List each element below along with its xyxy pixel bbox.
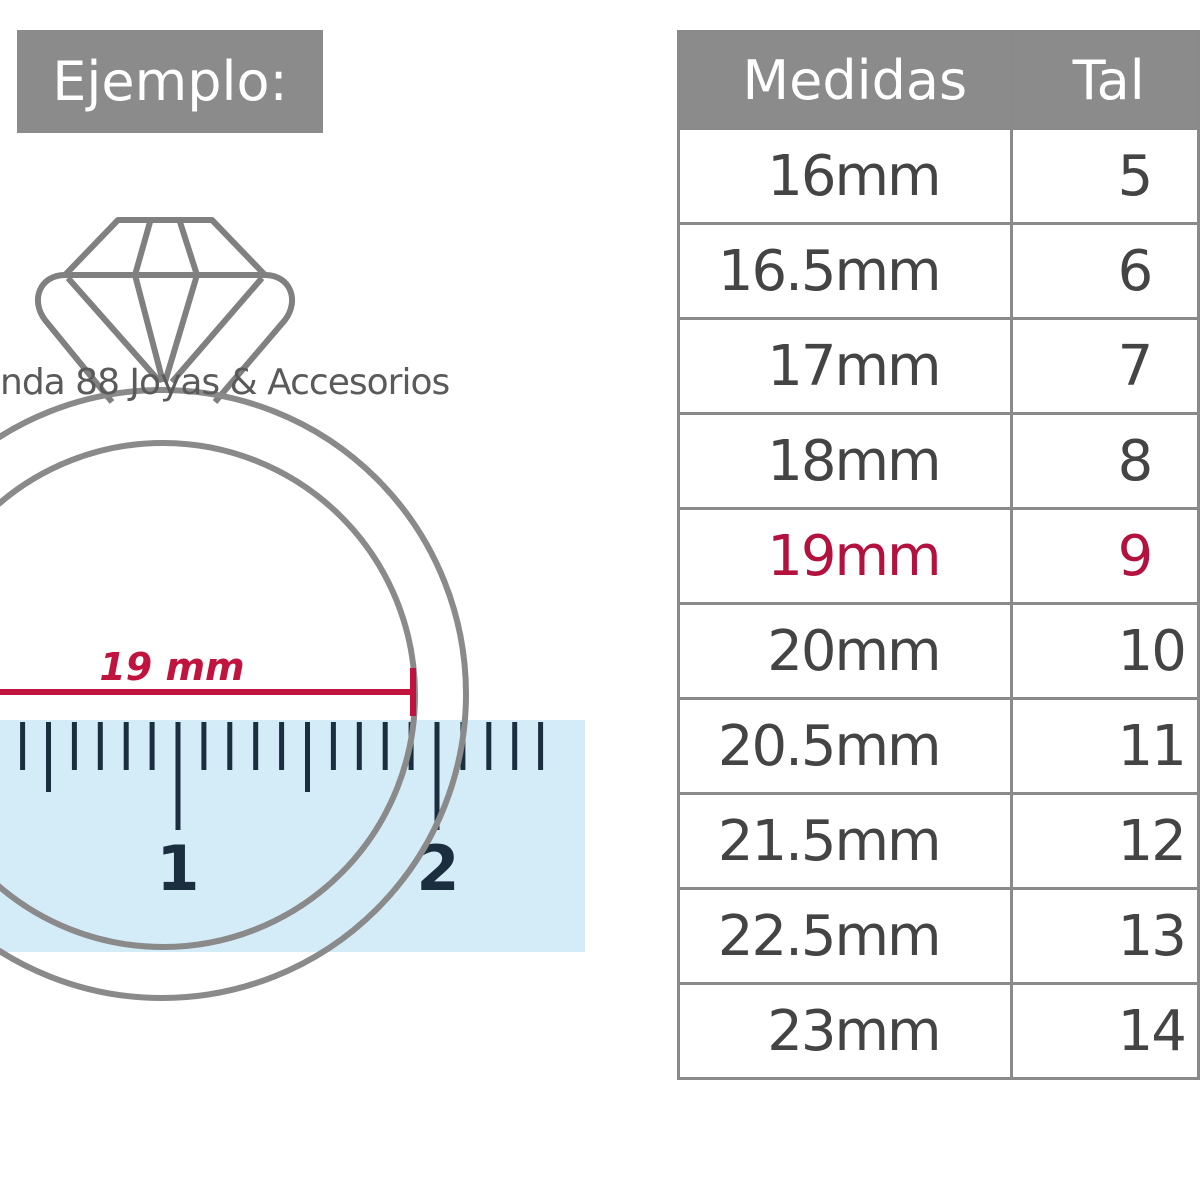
medida-cell: 16.5mm xyxy=(677,222,1013,320)
talla-cell: 7 xyxy=(1009,317,1200,415)
talla-cell: 12 xyxy=(1009,792,1200,890)
medida-cell: 18mm xyxy=(677,412,1013,510)
table-row: 19mm 9 xyxy=(677,507,1200,605)
talla-cell: 9 xyxy=(1009,507,1200,605)
talla-cell: 6 xyxy=(1009,222,1200,320)
medida-cell: 23mm xyxy=(677,982,1013,1080)
size-table: Medidas Tal 16mm 5 16.5mm 6 17mm 7 18mm 8 19mm 9 2… xyxy=(677,30,1200,1080)
talla-cell: 5 xyxy=(1009,127,1200,225)
measurement-line xyxy=(0,668,416,716)
medida-cell: 22.5mm xyxy=(677,887,1013,985)
table-row: 16.5mm 6 xyxy=(677,222,1200,320)
watermark: nda 88 Joyas & Accesorios xyxy=(0,362,450,403)
header-talla: Tal xyxy=(1009,30,1200,130)
ruler-label-2: 2 xyxy=(416,832,459,905)
table-row: 17mm 7 xyxy=(677,317,1200,415)
ruler xyxy=(0,720,585,952)
table-row: 18mm 8 xyxy=(677,412,1200,510)
table-row: 21.5mm 12 xyxy=(677,792,1200,890)
ring-sizing-illustration: 1 2 19 mm xyxy=(0,217,585,1001)
medida-cell: 20mm xyxy=(677,602,1013,700)
table-row: 20.5mm 11 xyxy=(677,697,1200,795)
medida-cell: 21.5mm xyxy=(677,792,1013,890)
diamond-icon xyxy=(34,217,296,404)
example-label: Ejemplo: xyxy=(17,30,323,133)
table-row: 22.5mm 13 xyxy=(677,887,1200,985)
table-row: 23mm 14 xyxy=(677,982,1200,1080)
ring-outer xyxy=(0,387,469,1001)
ruler-label-1: 1 xyxy=(156,832,199,905)
medida-cell: 20.5mm xyxy=(677,697,1013,795)
medida-cell: 17mm xyxy=(677,317,1013,415)
talla-cell: 13 xyxy=(1009,887,1200,985)
talla-cell: 14 xyxy=(1009,982,1200,1080)
medida-cell: 19mm xyxy=(677,507,1013,605)
medida-cell: 16mm xyxy=(677,127,1013,225)
talla-cell: 8 xyxy=(1009,412,1200,510)
table-row: 16mm 5 xyxy=(677,127,1200,225)
talla-cell: 11 xyxy=(1009,697,1200,795)
measurement-label: 19 mm xyxy=(99,645,244,689)
table-row: 20mm 10 xyxy=(677,602,1200,700)
header-medidas: Medidas xyxy=(677,30,1013,130)
ruler-ticks xyxy=(20,722,544,830)
talla-cell: 10 xyxy=(1009,602,1200,700)
